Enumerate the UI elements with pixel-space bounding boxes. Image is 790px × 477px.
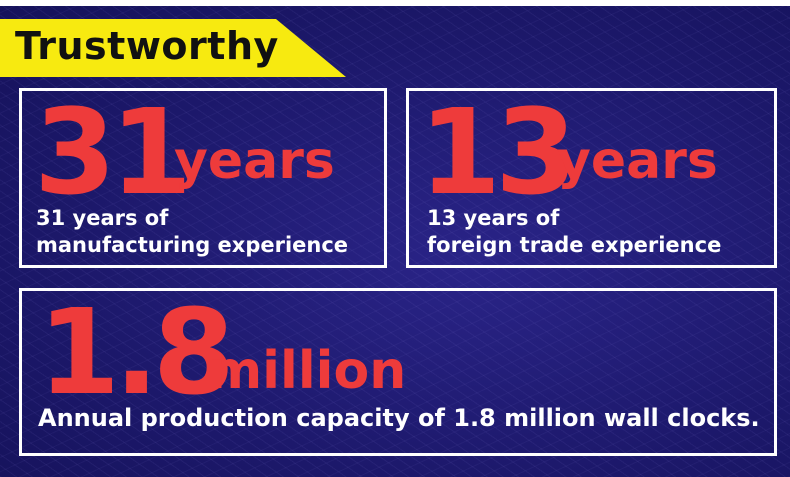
stat-description-line: 31 years of (36, 206, 169, 230)
stat-description: Annual production capacity of 1.8 millio… (38, 405, 760, 432)
stat-description-line: foreign trade experience (427, 233, 722, 257)
tag-label: Trustworthy (15, 24, 279, 68)
stat-description-line: manufacturing experience (36, 233, 349, 257)
stat-description-line: 13 years of (427, 206, 560, 230)
stat-card-foreign-trade: 13 years 13 years of foreign trade exper… (406, 88, 777, 268)
stat-value: 13 (419, 83, 577, 221)
stat-unit: million (208, 341, 407, 401)
stat-card-production-capacity: 1.8 million Annual production capacity o… (19, 288, 777, 456)
stat-description: 31 years of manufacturing experience (36, 205, 348, 259)
stat-description-line: Annual production capacity of 1.8 millio… (38, 404, 760, 432)
stat-description: 13 years of foreign trade experience (427, 205, 721, 259)
stat-value: 1.8 (38, 283, 235, 421)
stat-unit: years (174, 131, 335, 191)
stat-card-manufacturing: 31 years 31 years of manufacturing exper… (19, 88, 387, 268)
stat-value: 31 (34, 83, 192, 221)
stat-unit: years (557, 131, 718, 191)
top-band (0, 0, 790, 6)
